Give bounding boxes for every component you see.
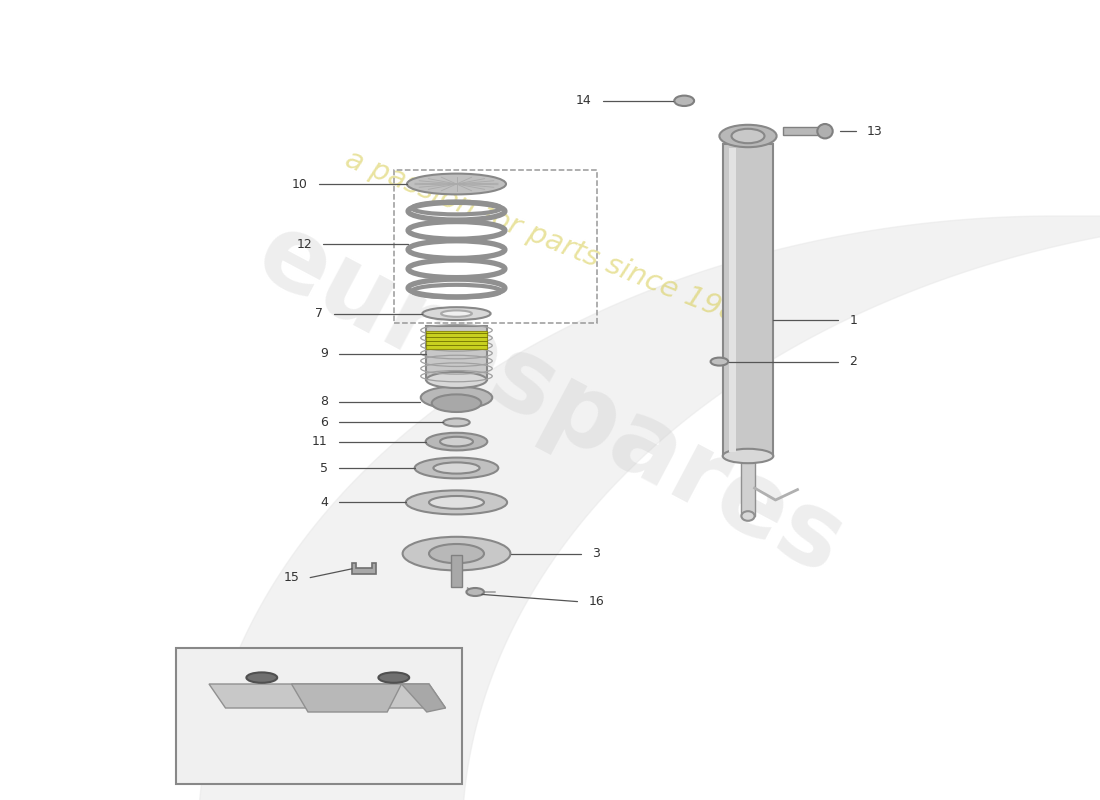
Ellipse shape	[466, 588, 484, 596]
Ellipse shape	[422, 307, 491, 320]
FancyBboxPatch shape	[426, 326, 486, 380]
FancyBboxPatch shape	[176, 648, 462, 784]
Ellipse shape	[431, 394, 482, 412]
Text: 7: 7	[316, 307, 323, 320]
Ellipse shape	[719, 125, 777, 147]
Ellipse shape	[817, 124, 833, 138]
FancyBboxPatch shape	[783, 127, 822, 135]
Text: 4: 4	[320, 496, 328, 509]
Ellipse shape	[406, 490, 507, 514]
Ellipse shape	[441, 310, 472, 317]
Text: 6: 6	[320, 416, 328, 429]
Text: 10: 10	[293, 178, 308, 190]
Ellipse shape	[407, 174, 506, 194]
Ellipse shape	[723, 449, 773, 463]
Text: a passion for parts since 1985: a passion for parts since 1985	[341, 145, 759, 335]
Text: 14: 14	[576, 94, 592, 107]
FancyBboxPatch shape	[723, 144, 773, 456]
Polygon shape	[402, 684, 446, 712]
Polygon shape	[292, 684, 402, 712]
Ellipse shape	[440, 437, 473, 446]
Ellipse shape	[427, 372, 486, 388]
FancyBboxPatch shape	[741, 454, 755, 516]
Text: 1: 1	[849, 314, 857, 326]
Ellipse shape	[415, 458, 498, 478]
Text: eurospares: eurospares	[240, 203, 860, 597]
Ellipse shape	[426, 433, 487, 450]
Ellipse shape	[732, 129, 764, 143]
Text: 2: 2	[849, 355, 857, 368]
FancyBboxPatch shape	[729, 148, 736, 452]
FancyBboxPatch shape	[451, 555, 462, 587]
Text: 12: 12	[297, 238, 312, 250]
Ellipse shape	[403, 537, 510, 570]
Text: 3: 3	[592, 547, 600, 560]
Ellipse shape	[674, 95, 694, 106]
Polygon shape	[352, 563, 376, 574]
Text: 13: 13	[867, 125, 882, 138]
Ellipse shape	[429, 544, 484, 563]
Ellipse shape	[429, 496, 484, 509]
Ellipse shape	[433, 462, 480, 474]
Text: 11: 11	[312, 435, 328, 448]
Ellipse shape	[246, 672, 277, 682]
Ellipse shape	[420, 386, 493, 409]
Text: 8: 8	[320, 395, 328, 408]
Ellipse shape	[741, 511, 755, 521]
Ellipse shape	[378, 672, 409, 682]
Ellipse shape	[711, 358, 728, 366]
Ellipse shape	[443, 418, 470, 426]
Text: 16: 16	[588, 595, 604, 608]
Text: 15: 15	[284, 571, 299, 584]
Polygon shape	[209, 684, 446, 708]
FancyBboxPatch shape	[426, 331, 486, 349]
Text: 9: 9	[320, 347, 328, 360]
Text: 5: 5	[320, 462, 328, 474]
